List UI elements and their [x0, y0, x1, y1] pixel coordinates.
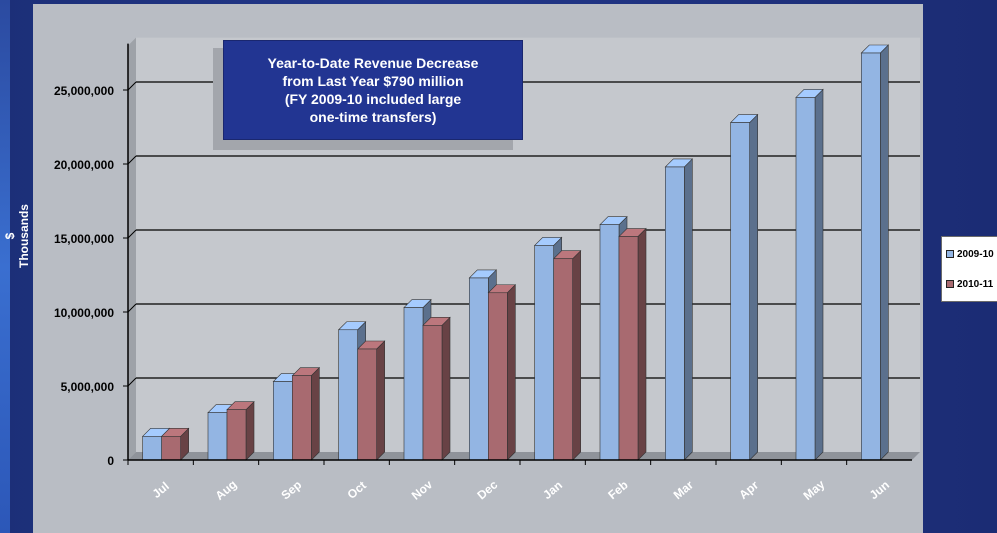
annotation-line-4: one-time transfers) — [309, 109, 437, 125]
annotation-line-2: from Last Year $790 million — [282, 73, 464, 89]
bar-2010-11-Nov — [422, 316, 451, 461]
bar-front — [207, 412, 228, 461]
legend-label-2010-11: 2010-11 — [957, 279, 994, 290]
bar-2010-11-Jan — [552, 249, 582, 461]
bar-side — [572, 249, 581, 461]
annotation-line-3: (FY 2009-10 included large — [284, 91, 462, 107]
bar-front — [553, 258, 573, 461]
bar-side — [880, 44, 889, 461]
y-axis-label: $ Thousands — [3, 204, 31, 269]
bar-front — [618, 236, 639, 461]
x-tick-label: Jul — [150, 479, 172, 501]
gridline-depth — [127, 229, 137, 239]
bar-2010-11-Oct — [356, 340, 386, 461]
y-tick-label: 20,000,000 — [54, 158, 114, 172]
gridline-depth — [127, 155, 137, 165]
gridline-depth — [127, 303, 137, 313]
bar-side — [814, 88, 824, 461]
x-tick-label: Oct — [345, 478, 369, 502]
x-tick-label: Mar — [671, 478, 697, 503]
slide-left-edge — [0, 0, 10, 533]
bar-front — [861, 52, 881, 461]
gridline-depth — [127, 377, 137, 387]
y-tick-label: 15,000,000 — [54, 232, 114, 246]
bar-2009-10-Jul — [141, 427, 171, 461]
gridline-depth — [127, 81, 137, 91]
legend-label-2009-10: 2009-10 — [957, 249, 994, 260]
bar-front — [357, 348, 377, 461]
bar-2010-11-Sep — [291, 366, 321, 461]
bar-side — [749, 113, 758, 461]
bar-front — [488, 292, 508, 461]
bar-front — [795, 97, 816, 461]
bar-2010-11-Aug — [226, 400, 255, 461]
bar-front — [226, 409, 247, 461]
bar-side — [441, 316, 451, 461]
bar-front — [161, 436, 181, 461]
bar-front — [469, 277, 489, 461]
bar-front — [292, 375, 312, 461]
annotation-line-1: Year-to-Date Revenue Decrease — [267, 55, 479, 71]
legend-swatch-2009-10 — [946, 250, 954, 259]
x-tick-label: Jun — [867, 478, 892, 502]
y-tick-label: 10,000,000 — [54, 306, 114, 320]
x-tick-label: Jan — [540, 478, 565, 502]
bar-front — [142, 436, 162, 461]
bar-front — [422, 325, 443, 461]
y-tick-label: 25,000,000 — [54, 84, 114, 98]
x-tick-label: Nov — [409, 477, 436, 503]
x-tick-label: Aug — [213, 477, 240, 503]
legend-item-2010-11: 2010-11 — [946, 279, 993, 290]
side-wall — [128, 37, 136, 460]
bar-side — [637, 227, 647, 461]
bar-front — [403, 307, 424, 461]
bar-side — [507, 284, 516, 461]
annotation-box: Year-to-Date Revenue Decrease from Last … — [223, 40, 523, 140]
x-tick-label: Sep — [278, 478, 304, 503]
bar-side — [376, 340, 385, 461]
bar-2009-10-Apr — [729, 113, 759, 461]
x-tick-label: May — [801, 477, 828, 503]
bar-front — [273, 381, 293, 461]
legend-item-2009-10: 2009-10 — [946, 249, 994, 260]
x-tick-label: Apr — [736, 478, 761, 502]
bar-front — [338, 329, 358, 461]
y-tick-label: 0 — [107, 454, 114, 468]
bar-2010-11-Feb — [618, 227, 647, 461]
legend-swatch-2010-11 — [946, 280, 954, 289]
bar-front — [665, 166, 685, 461]
y-tick-label: 5,000,000 — [61, 380, 115, 394]
bar-side — [311, 366, 320, 461]
legend: 2009-10 2010-11 — [941, 236, 997, 302]
bar-front — [599, 224, 620, 461]
bar-2009-10-Jun — [860, 44, 890, 461]
bar-front — [534, 245, 554, 461]
bar-side — [245, 400, 255, 461]
bar-2009-10-Mar — [664, 158, 694, 461]
bar-2009-10-May — [795, 88, 824, 461]
bars-layer — [141, 44, 890, 461]
bar-front — [730, 122, 750, 461]
bar-2010-11-Jul — [160, 427, 190, 461]
bar-side — [684, 158, 693, 461]
floor — [128, 452, 920, 460]
bar-2010-11-Dec — [487, 284, 517, 461]
x-tick-label: Dec — [474, 477, 500, 502]
x-tick-label: Feb — [605, 478, 630, 502]
